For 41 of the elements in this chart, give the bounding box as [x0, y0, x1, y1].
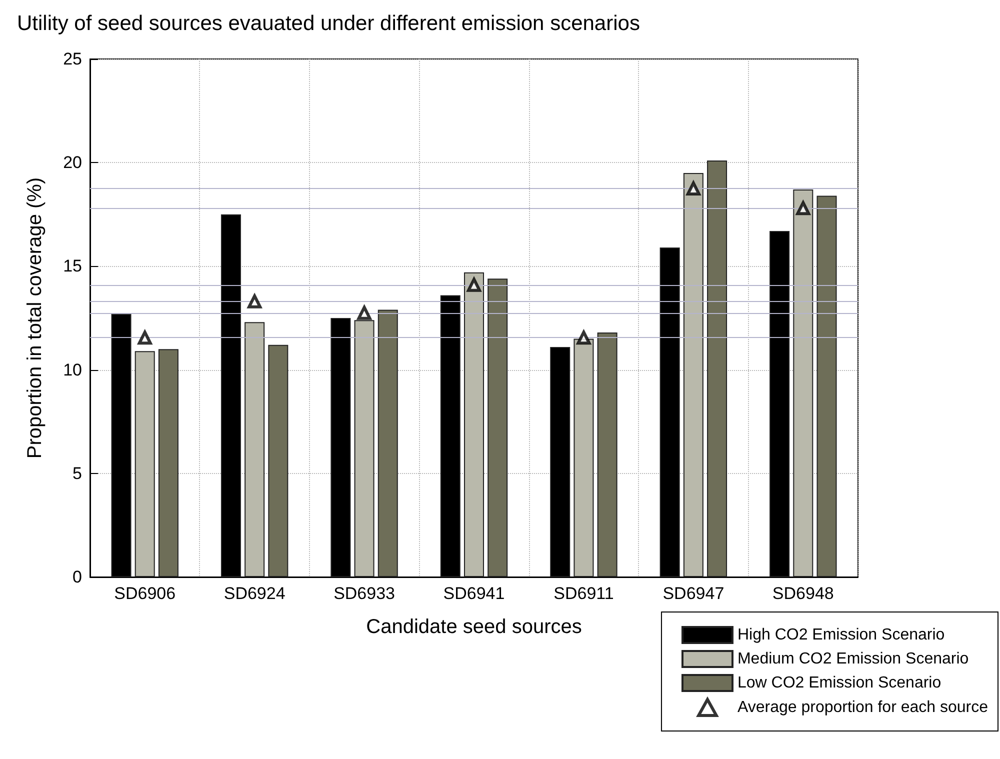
bar — [464, 272, 484, 577]
y-tick-label: 15 — [63, 256, 82, 276]
legend-label: Low CO2 Emission Scenario — [737, 674, 942, 692]
y-tick-label: 0 — [72, 568, 82, 586]
x-tick-label: SD6911 — [554, 584, 614, 603]
bar — [816, 196, 837, 577]
point — [576, 330, 591, 345]
bar — [244, 322, 265, 577]
y-axis-title: Proportion in total coverage (%) — [24, 177, 46, 459]
x-axis-title: Candidate seed sources — [366, 616, 582, 638]
x-tick-label: SD6941 — [443, 584, 505, 603]
y-tick-label: 5 — [72, 464, 82, 483]
y-tick-label: 10 — [63, 360, 82, 380]
point — [357, 306, 372, 320]
x-tick-label: SD6947 — [662, 584, 724, 603]
x-tick-label: SD6924 — [224, 584, 286, 603]
chart-title: Utility of seed sources evauated under different emission scenarios — [17, 12, 640, 35]
point — [138, 330, 152, 345]
x-tick-label: SD6933 — [334, 584, 396, 603]
legend-label: Medium CO2 Emission Scenario — [737, 650, 969, 668]
bar — [158, 349, 178, 577]
legend-label: Average proportion for each source — [737, 699, 988, 716]
legend-label: High CO2 Emission Scenario — [737, 626, 945, 644]
bar — [707, 160, 728, 577]
bar — [268, 344, 288, 577]
bar — [354, 320, 374, 577]
x-tick-label: SD6948 — [772, 584, 834, 603]
point — [686, 182, 700, 196]
y-tick-label: 20 — [63, 153, 82, 172]
bar — [488, 278, 508, 577]
bar — [597, 332, 618, 577]
bar — [683, 172, 704, 577]
point — [467, 278, 481, 292]
bar — [793, 190, 814, 577]
x-tick-label: SD6906 — [114, 584, 176, 603]
bar — [134, 351, 155, 577]
bar — [378, 310, 398, 577]
point — [248, 294, 262, 308]
y-tick-label: 25 — [63, 50, 82, 68]
point — [796, 201, 810, 216]
bar — [574, 338, 594, 577]
